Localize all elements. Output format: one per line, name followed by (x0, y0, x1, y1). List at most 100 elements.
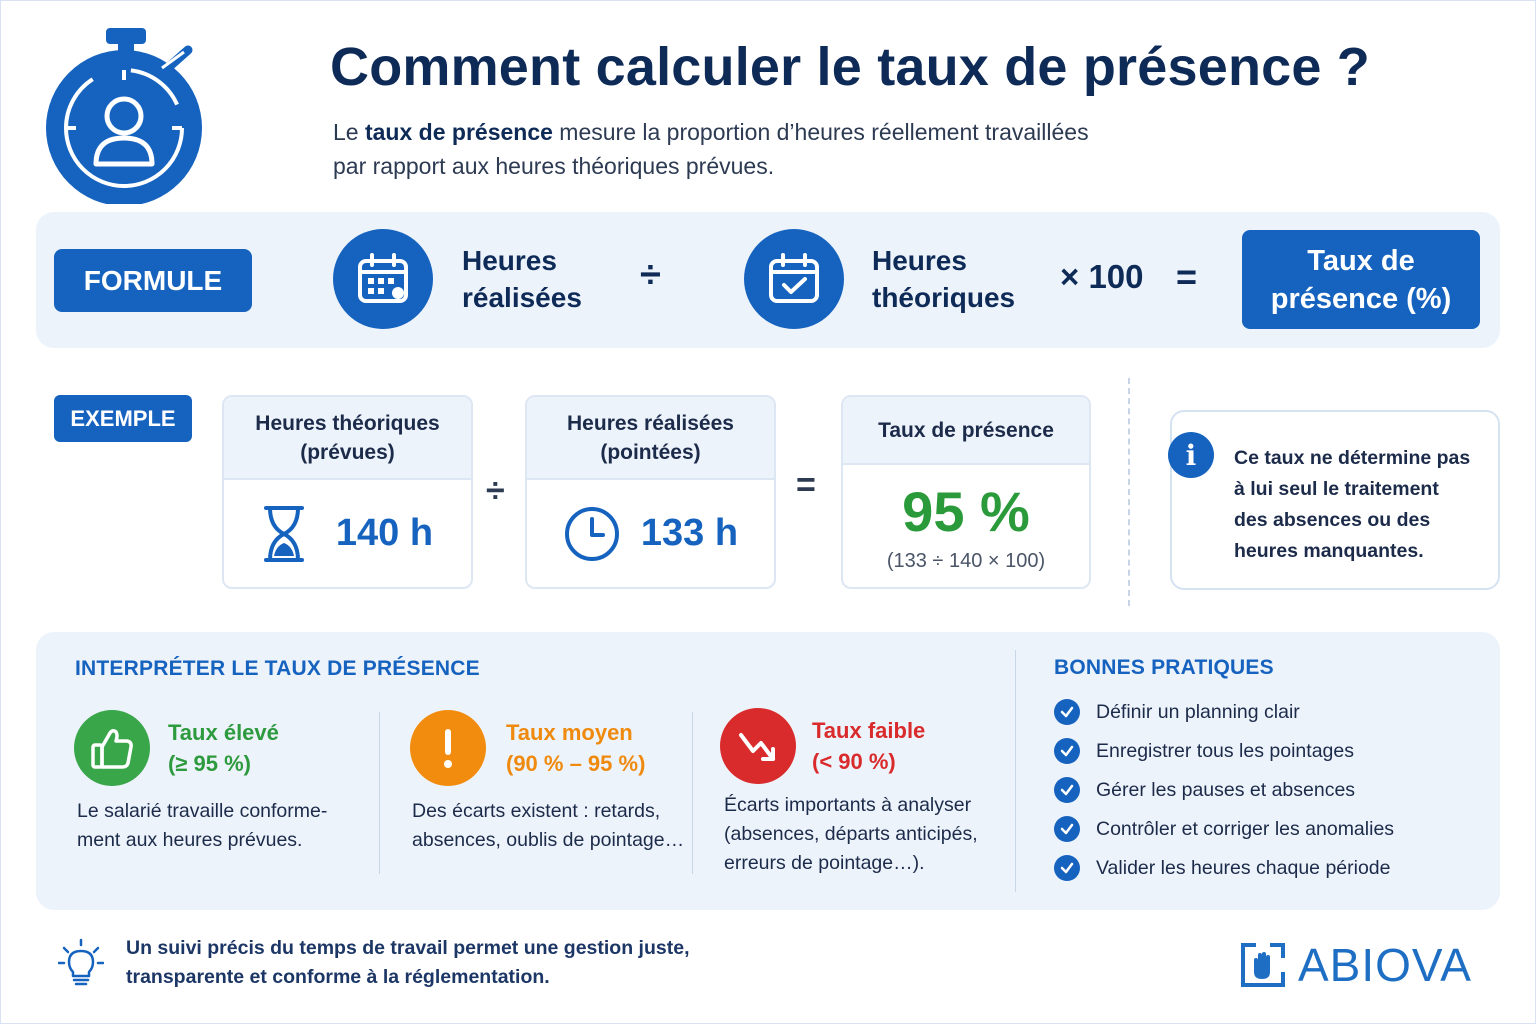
level-high-range: (≥ 95 %) (168, 751, 251, 776)
level-high-label: Taux élevé (168, 720, 279, 745)
footer-text: Un suivi précis du temps de travail perm… (126, 934, 766, 992)
formula-term2-line2: théoriques (872, 282, 1016, 313)
level-medium-text: Des écarts existent : retards, absences,… (412, 797, 684, 855)
example-divide: ÷ (486, 472, 505, 510)
formula-equals: = (1176, 256, 1198, 297)
formula-term1-line2: réalisées (462, 282, 582, 313)
level-medium-title: Taux moyen (90 % – 95 %) (506, 717, 645, 779)
practice-item: Contrôler et corriger les anomalies (1054, 816, 1394, 842)
formula-term-theoriques: Heures théoriques (872, 242, 1015, 316)
formula-term-realisees: Heures réalisées (462, 242, 582, 316)
hourglass-icon (263, 505, 304, 562)
example-card-header: Taux de présence (843, 397, 1089, 465)
card2-head-line1: Heures réalisées (567, 411, 734, 435)
level-medium-line2: absences, oublis de pointage… (412, 829, 685, 851)
level-high-line2: ment aux heures prévues. (77, 829, 303, 851)
abiova-logo-icon (1241, 943, 1285, 987)
practices-title: BONNES PRATIQUES (1054, 656, 1274, 679)
info-text: Ce taux ne détermine pas à lui seul le t… (1234, 443, 1494, 567)
interpret-title: INTERPRÉTER LE TAUX DE PRÉSENCE (75, 657, 480, 680)
check-icon (1054, 738, 1080, 764)
check-icon (1054, 699, 1080, 725)
example-card-body: 95 % (133 ÷ 140 × 100) (843, 465, 1089, 587)
practice-label: Gérer les pauses et absences (1096, 778, 1356, 801)
level-low-line2: (absences, départs anticipés, (724, 823, 978, 845)
formula-result: Taux de présence (%) (1242, 230, 1480, 329)
example-card-body: 140 h (224, 480, 471, 587)
clock-icon (564, 506, 619, 561)
level-low-line1: Écarts importants à analyser (724, 794, 972, 816)
level-low-title: Taux faible (< 90 %) (812, 715, 925, 777)
taux-calculation: (133 ÷ 140 × 100) (886, 550, 1046, 572)
practice-label: Contrôler et corriger les anomalies (1096, 817, 1395, 840)
taux-value: 95 % (902, 480, 1030, 543)
practice-item: Définir un planning clair (1054, 699, 1300, 725)
calendar-icon (333, 229, 433, 329)
level-high-line1: Le salarié travaille conforme- (77, 800, 328, 822)
formula-multiply: × 100 (1060, 258, 1144, 295)
brand-name: ABIOVA (1298, 939, 1472, 991)
level-low-line3: erreurs de pointage…). (724, 852, 925, 874)
level-medium-range: (90 % – 95 %) (506, 751, 646, 776)
formula-term1-line1: Heures (462, 245, 557, 276)
level-low-range: (< 90 %) (812, 749, 896, 774)
separator (692, 712, 693, 874)
footer-line1: Un suivi précis du temps de travail perm… (126, 937, 690, 959)
check-icon (1054, 777, 1080, 803)
card2-head-line2: (pointées) (600, 440, 701, 464)
page-title: Comment calculer le taux de présence ? (330, 37, 1370, 97)
info-line2: à lui seul le traitement (1234, 478, 1439, 500)
theoriques-value: 140 h (335, 512, 434, 554)
example-card-header: Heures réalisées (pointées) (527, 397, 774, 480)
level-low-text: Écarts importants à analyser (absences, … (724, 791, 978, 878)
level-low-label: Taux faible (812, 718, 926, 743)
intro-line2: par rapport aux heures théoriques prévue… (333, 153, 775, 179)
card3-head: Taux de présence (878, 418, 1054, 442)
formula-term2-line1: Heures (872, 245, 967, 276)
example-badge: EXEMPLE (54, 395, 192, 442)
exclamation-icon (410, 710, 486, 786)
practice-label: Définir un planning clair (1096, 700, 1300, 723)
intro-bold: taux de présence (364, 119, 553, 145)
realisees-value: 133 h (640, 512, 739, 554)
formula-badge: FORMULE (54, 249, 252, 312)
level-medium-label: Taux moyen (506, 720, 633, 745)
example-equals: = (796, 466, 816, 504)
lightbulb-icon (58, 938, 104, 986)
info-line3: des absences ou des (1234, 509, 1431, 531)
footer-line2: transparente et conforme à la réglementa… (126, 966, 550, 988)
separator (1015, 650, 1016, 892)
info-line1: Ce taux ne détermine pas (1234, 447, 1471, 469)
practice-item: Valider les heures chaque période (1054, 855, 1391, 881)
example-card-realisees: Heures réalisées (pointées) 133 h (525, 395, 776, 589)
level-high-title: Taux élevé (≥ 95 %) (168, 717, 279, 779)
formula-result-line1: Taux de (1307, 244, 1415, 277)
example-card-theoriques: Heures théoriques (prévues) 140 h (222, 395, 473, 589)
card1-head-line2: (prévues) (300, 440, 395, 464)
practice-label: Enregistrer tous les pointages (1096, 739, 1354, 762)
thumbs-up-icon (74, 710, 150, 786)
intro-text: Le taux de présence mesure la proportion… (333, 115, 1193, 183)
check-icon (1054, 855, 1080, 881)
example-card-header: Heures théoriques (prévues) (224, 397, 471, 480)
stopwatch-user-icon (46, 28, 202, 204)
level-medium-line1: Des écarts existent : retards, (412, 800, 661, 822)
info-line4: heures manquantes. (1234, 540, 1424, 562)
intro-after: mesure la proportion d’heures réellement… (552, 119, 1089, 145)
example-card-taux: Taux de présence 95 % (133 ÷ 140 × 100) (841, 395, 1091, 589)
practice-label: Valider les heures chaque période (1096, 856, 1391, 879)
calendar-check-icon (744, 229, 844, 329)
example-card-body: 133 h (527, 480, 774, 587)
practice-item: Gérer les pauses et absences (1054, 777, 1355, 803)
formula-divide: ÷ (640, 254, 661, 296)
practice-item: Enregistrer tous les pointages (1054, 738, 1354, 764)
trend-down-icon (720, 708, 796, 784)
info-icon: i (1168, 432, 1214, 478)
info-card (1170, 410, 1500, 590)
card1-head-line1: Heures théoriques (255, 411, 440, 435)
divider (1128, 378, 1130, 606)
level-high-text: Le salarié travaille conforme- ment aux … (77, 797, 327, 855)
intro-before: Le (333, 119, 365, 145)
formula-result-line2: présence (%) (1270, 282, 1452, 315)
check-icon (1054, 816, 1080, 842)
